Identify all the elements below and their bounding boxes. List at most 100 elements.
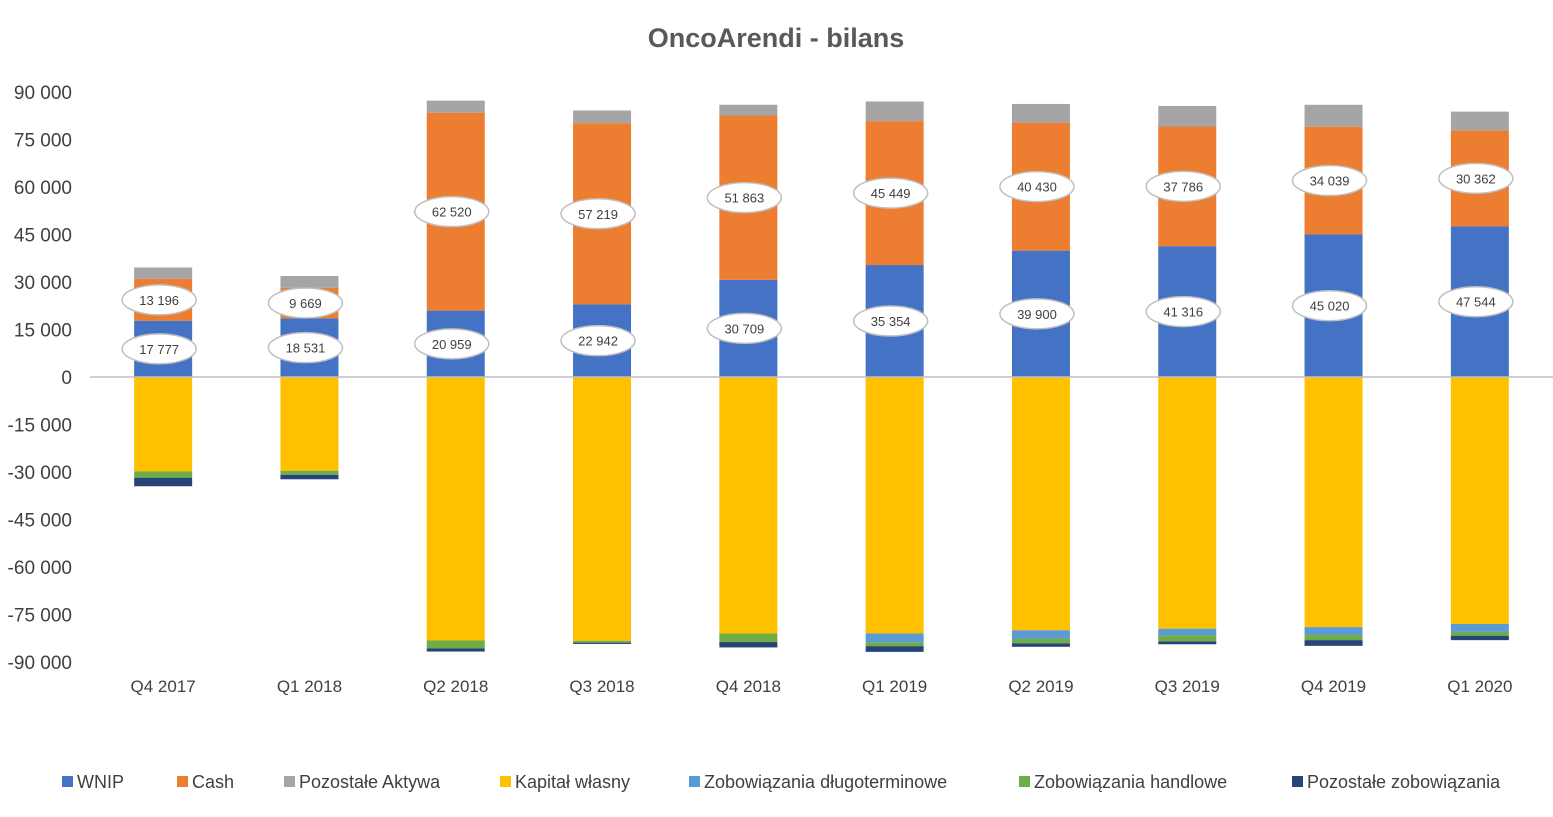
data-label-cash: 40 430 — [1017, 180, 1057, 195]
data-label-cash: 13 196 — [139, 293, 179, 308]
y-tick-label: -15 000 — [8, 416, 72, 437]
data-label-bubble-cash — [706, 181, 783, 214]
bar-segment-kapital-wlasny — [426, 377, 485, 641]
bar-segment-pozostale-aktywa — [426, 100, 485, 113]
bar-segment-kapital-wlasny — [865, 377, 924, 634]
bar-segment-kapital-wlasny — [1158, 377, 1217, 629]
legend: WNIP Cash Pozostałe Aktywa Kapitał własny Zo… — [62, 772, 1501, 792]
x-tick-label: Q1 2018 — [277, 677, 342, 696]
data-label-bubble-cash — [999, 170, 1075, 203]
x-tick-label: Q3 2018 — [569, 677, 634, 696]
bar-segment-pozostale-zobowiazania — [1304, 640, 1363, 646]
data-label-bubble-cash — [121, 284, 197, 316]
bar-segment-zobowiazania-dlugoterminowe — [1304, 627, 1363, 636]
data-label-wnip: 22 942 — [578, 334, 618, 349]
bar-segment-pozostale-aktywa — [280, 275, 339, 288]
data-label-bubble-wnip — [267, 331, 344, 364]
data-label-bubble-wnip — [121, 333, 197, 365]
legend-label-pozostale-aktywa: Pozostałe Aktywa — [299, 772, 441, 792]
y-tick-label: -30 000 — [8, 463, 72, 484]
bar-segment-zobowiazania-handlowe — [1158, 635, 1217, 642]
bar-segment-kapital-wlasny — [134, 377, 193, 472]
legend-swatch-pozostale-zobowiazania — [1292, 776, 1303, 787]
y-tick-label: 90 000 — [14, 83, 72, 104]
data-label-bubble-cash — [852, 177, 929, 209]
category-labels: Q4 2017 Q1 2018 Q2 2018 Q3 2018 Q4 2018 Q1 20… — [131, 677, 1513, 696]
data-label-cash: 62 520 — [432, 205, 472, 220]
data-label-cash: 37 786 — [1163, 179, 1203, 194]
bar-segment-zobowiazania-handlowe — [426, 640, 485, 649]
y-tick-label: 15 000 — [14, 321, 72, 342]
x-tick-label: Q3 2019 — [1155, 677, 1220, 696]
data-label-cash: 9 669 — [289, 296, 322, 311]
bar-segment-pozostale-aktywa — [134, 267, 193, 279]
legend-swatch-zobowiazania-handlowe — [1019, 776, 1030, 787]
legend-swatch-kapital-wlasny — [500, 776, 511, 787]
legend-label-zobowiazania-dlugoterminowe: Zobowiązania długoterminowe — [704, 772, 947, 792]
bar-segment-pozostale-zobowiazania — [280, 474, 339, 480]
bar-segment-zobowiazania-dlugoterminowe — [1450, 624, 1509, 632]
data-label-bubble-wnip — [560, 324, 636, 357]
data-label-wnip: 45 020 — [1310, 299, 1350, 314]
y-axis-labels: 90 000 75 000 60 000 45 000 30 000 15 000 0 -15… — [8, 83, 72, 674]
bar-segment-zobowiazania-dlugoterminowe — [1011, 630, 1070, 639]
data-label-wnip: 41 316 — [1163, 305, 1203, 320]
bar-segment-zobowiazania-dlugoterminowe — [865, 633, 924, 643]
data-label-bubbles: 17 777 13 196 18 531 9 669 20 959 62 520 22 94… — [121, 162, 1514, 365]
bar-segment-kapital-wlasny — [280, 377, 339, 471]
bar-segment-zobowiazania-handlowe — [1304, 635, 1363, 641]
bar-segment-zobowiazania-handlowe — [1450, 631, 1509, 636]
bar-segment-pozostale-aktywa — [1304, 104, 1363, 127]
bar-segment-pozostale-zobowiazania — [134, 477, 193, 487]
x-tick-label: Q1 2019 — [862, 677, 927, 696]
bar-segment-zobowiazania-dlugoterminowe — [1158, 628, 1217, 636]
legend-swatch-wnip — [62, 776, 73, 787]
bar-segment-kapital-wlasny — [573, 377, 632, 641]
x-tick-label: Q4 2018 — [716, 677, 781, 696]
y-tick-label: -90 000 — [8, 653, 72, 674]
legend-label-kapital-wlasny: Kapitał własny — [515, 772, 630, 792]
bar-segment-kapital-wlasny — [1011, 377, 1070, 631]
data-label-cash: 57 219 — [578, 207, 618, 222]
legend-label-zobowiazania-handlowe: Zobowiązania handlowe — [1034, 772, 1227, 792]
data-label-wnip: 30 709 — [724, 321, 764, 336]
y-tick-label: 60 000 — [14, 178, 72, 199]
data-label-cash: 45 449 — [871, 186, 911, 201]
data-label-cash: 34 039 — [1310, 174, 1350, 189]
x-tick-label: Q2 2018 — [423, 677, 488, 696]
bar-segment-zobowiazania-handlowe — [280, 470, 339, 475]
data-label-wnip: 47 544 — [1456, 295, 1496, 310]
data-label-bubble-cash — [560, 198, 636, 230]
bar-segment-zobowiazania-handlowe — [865, 642, 924, 647]
bar-segment-zobowiazania-handlowe — [719, 633, 778, 643]
data-label-bubble-wnip — [1145, 295, 1221, 328]
bar-segment-pozostale-zobowiazania — [573, 642, 632, 644]
bar-segment-pozostale-aktywa — [865, 101, 924, 122]
legend-label-pozostale-zobowiazania: Pozostałe zobowiązania — [1307, 772, 1501, 792]
data-label-bubble-cash — [414, 195, 490, 228]
data-label-wnip: 39 900 — [1017, 307, 1057, 322]
data-label-bubble-wnip — [1438, 285, 1514, 318]
y-tick-label: 45 000 — [14, 226, 72, 247]
data-label-bubble-wnip — [414, 328, 490, 360]
y-tick-label: -45 000 — [8, 511, 72, 532]
bar-segment-kapital-wlasny — [1304, 377, 1363, 628]
data-label-wnip: 17 777 — [139, 342, 179, 357]
x-tick-label: Q4 2019 — [1301, 677, 1366, 696]
y-tick-label: 30 000 — [14, 273, 72, 294]
bar-segment-zobowiazania-handlowe — [134, 471, 193, 478]
y-tick-label: -60 000 — [8, 558, 72, 579]
data-label-bubble-cash — [1438, 162, 1514, 195]
legend-label-cash: Cash — [192, 772, 234, 792]
x-tick-label: Q1 2020 — [1447, 677, 1512, 696]
bar-segment-pozostale-aktywa — [1158, 105, 1217, 127]
data-label-bubble-wnip — [852, 305, 929, 337]
bar-segment-kapital-wlasny — [1450, 377, 1509, 624]
bar-segment-pozostale-aktywa — [573, 110, 632, 124]
bar-segment-zobowiazania-handlowe — [573, 640, 632, 643]
bar-segment-pozostale-zobowiazania — [1450, 635, 1509, 641]
data-label-bubble-cash — [267, 287, 344, 319]
legend-swatch-cash — [177, 776, 188, 787]
y-tick-label: 75 000 — [14, 131, 72, 152]
